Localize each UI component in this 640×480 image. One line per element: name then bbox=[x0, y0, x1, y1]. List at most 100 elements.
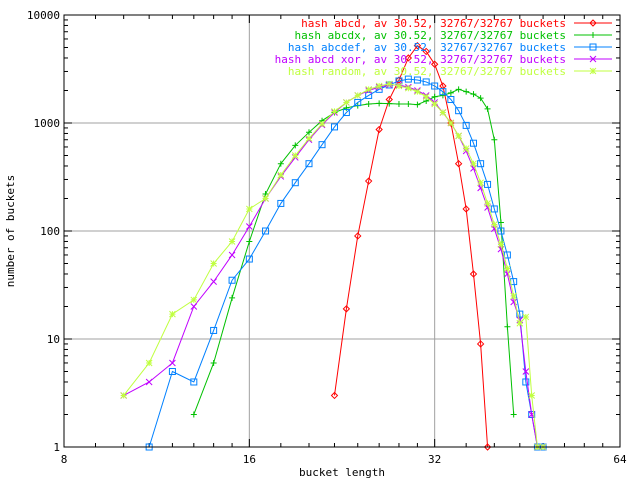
data-point bbox=[469, 139, 477, 147]
x-tick-label: 64 bbox=[613, 453, 627, 466]
data-point bbox=[522, 368, 530, 375]
data-point bbox=[190, 411, 197, 418]
data-point bbox=[395, 82, 403, 90]
x-axis-label: bucket length bbox=[299, 466, 385, 479]
data-point bbox=[497, 241, 505, 248]
data-point bbox=[430, 60, 439, 68]
y-tick-label: 1000 bbox=[34, 117, 61, 130]
data-point bbox=[414, 88, 421, 96]
data-point bbox=[470, 91, 477, 98]
data-point bbox=[431, 82, 439, 90]
data-point bbox=[447, 119, 455, 127]
legend-marker-sample bbox=[589, 67, 597, 75]
series-layer bbox=[120, 41, 547, 451]
data-point bbox=[318, 120, 326, 128]
data-point bbox=[318, 141, 326, 149]
series-line-1 bbox=[333, 44, 489, 448]
data-point bbox=[365, 91, 373, 99]
legend-entry-label: hash abcdx, av 30.52, 32767/32767 bucket… bbox=[294, 29, 566, 42]
data-point bbox=[331, 108, 338, 115]
data-point bbox=[120, 392, 128, 399]
data-point bbox=[484, 200, 491, 207]
data-point bbox=[422, 93, 430, 101]
data-point bbox=[522, 313, 530, 321]
data-point bbox=[455, 132, 462, 140]
data-point bbox=[375, 82, 383, 90]
data-point bbox=[484, 180, 492, 188]
data-point bbox=[343, 99, 350, 106]
data-point bbox=[431, 93, 438, 100]
data-point bbox=[422, 78, 430, 86]
y-axis-label: number of buckets bbox=[4, 175, 17, 288]
data-point bbox=[385, 80, 393, 88]
data-point bbox=[365, 100, 372, 107]
data-point bbox=[262, 195, 269, 202]
x-tick-label: 8 bbox=[61, 453, 68, 466]
data-point bbox=[291, 152, 299, 159]
data-point bbox=[190, 303, 198, 310]
data-point bbox=[354, 92, 362, 99]
data-point bbox=[414, 101, 421, 108]
data-point bbox=[516, 319, 524, 327]
data-point bbox=[228, 276, 236, 284]
legend: hash abcd, av 30.52, 32767/32767 buckets… bbox=[275, 17, 612, 78]
data-point bbox=[365, 85, 373, 93]
legend-marker-sample bbox=[589, 55, 597, 63]
data-point bbox=[405, 100, 412, 107]
data-point bbox=[491, 136, 498, 143]
x-tick-label: 32 bbox=[428, 453, 441, 466]
data-point bbox=[376, 100, 383, 107]
legend-entry-label: hash abcdef, av 30.52, 32767/32767 bucke… bbox=[288, 41, 566, 54]
data-point bbox=[277, 160, 284, 167]
data-point bbox=[210, 260, 217, 267]
data-point bbox=[330, 123, 338, 131]
data-point bbox=[386, 100, 393, 107]
data-point bbox=[228, 251, 236, 259]
data-point bbox=[463, 88, 470, 95]
data-point bbox=[246, 238, 253, 245]
tick-labels: 1 10 100 1000 10000 8 16 32 64 bbox=[27, 9, 627, 466]
data-point bbox=[190, 296, 198, 304]
data-point bbox=[404, 84, 412, 92]
plot-frame bbox=[63, 14, 621, 448]
legend-entry-label: hash abcd, av 30.52, 32767/32767 buckets bbox=[301, 17, 566, 30]
data-point bbox=[497, 219, 504, 226]
data-point bbox=[404, 75, 412, 83]
legend-entry-label: hash abcd xor, av 30.52, 32767/32767 buc… bbox=[275, 53, 566, 66]
data-point bbox=[516, 316, 524, 324]
y-tick-label: 1 bbox=[53, 441, 60, 454]
y-tick-label: 100 bbox=[40, 225, 60, 238]
data-point bbox=[477, 179, 484, 187]
data-point bbox=[262, 227, 270, 235]
data-point bbox=[490, 205, 498, 213]
data-point bbox=[342, 305, 351, 313]
y-tick-label: 10000 bbox=[27, 9, 60, 22]
data-point bbox=[395, 100, 402, 107]
data-point bbox=[190, 378, 198, 386]
data-point bbox=[510, 411, 517, 418]
data-point bbox=[484, 105, 491, 112]
data-point bbox=[245, 255, 253, 263]
x-tick-label: 16 bbox=[243, 453, 256, 466]
y-tick-label: 10 bbox=[47, 333, 60, 346]
data-point bbox=[291, 179, 299, 187]
data-point bbox=[504, 265, 511, 272]
data-point bbox=[277, 171, 285, 179]
data-point bbox=[477, 95, 484, 102]
legend-marker-sample bbox=[589, 19, 597, 27]
data-point bbox=[497, 227, 505, 235]
data-point bbox=[277, 199, 285, 207]
data-point bbox=[305, 129, 312, 136]
data-point bbox=[413, 76, 421, 84]
data-point bbox=[422, 47, 430, 56]
data-point bbox=[354, 232, 362, 240]
data-point bbox=[462, 145, 470, 152]
data-point bbox=[439, 88, 447, 96]
data-point bbox=[145, 378, 153, 386]
data-point bbox=[455, 86, 462, 93]
data-point bbox=[476, 340, 485, 348]
data-point bbox=[477, 160, 485, 168]
data-point bbox=[354, 98, 362, 106]
